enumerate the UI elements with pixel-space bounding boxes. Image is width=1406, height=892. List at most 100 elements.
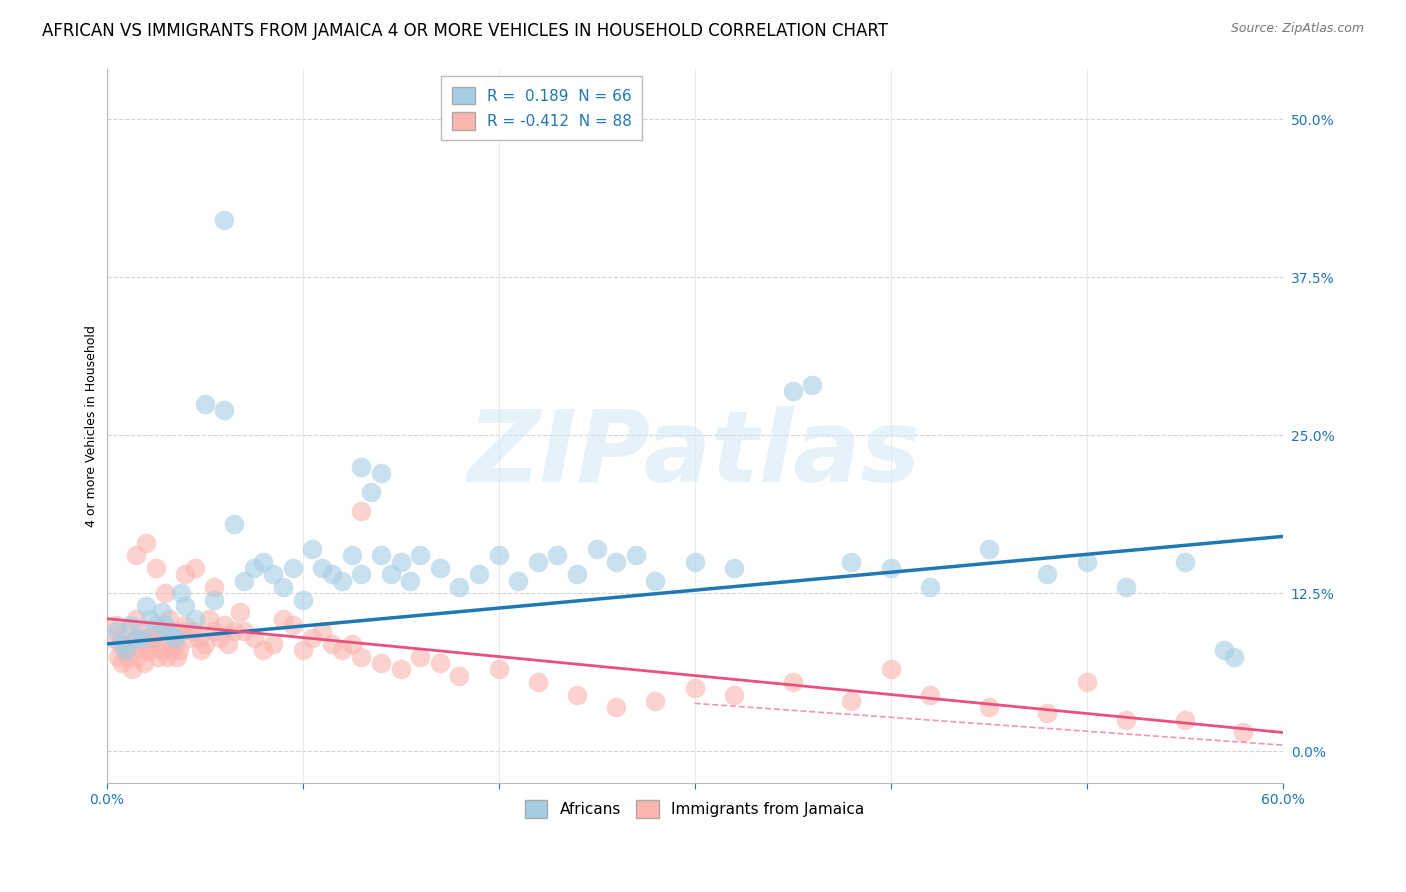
Point xyxy=(271,580,294,594)
Point xyxy=(1174,713,1197,727)
Point xyxy=(139,643,162,657)
Legend: Africans, Immigrants from Jamaica: Africans, Immigrants from Jamaica xyxy=(517,792,872,825)
Point xyxy=(125,612,148,626)
Point xyxy=(204,580,226,594)
Point xyxy=(141,631,163,645)
Point xyxy=(527,674,550,689)
Point xyxy=(121,662,143,676)
Point xyxy=(166,649,188,664)
Point xyxy=(1212,643,1234,657)
Point xyxy=(468,567,491,582)
Point xyxy=(209,631,232,645)
Point xyxy=(350,567,373,582)
Point xyxy=(1174,555,1197,569)
Point xyxy=(370,549,392,563)
Point xyxy=(107,649,129,664)
Point xyxy=(252,643,274,657)
Point xyxy=(157,612,180,626)
Point xyxy=(1115,713,1137,727)
Point xyxy=(644,574,666,588)
Point xyxy=(232,574,254,588)
Point xyxy=(340,637,363,651)
Point xyxy=(389,662,412,676)
Point xyxy=(321,567,343,582)
Text: AFRICAN VS IMMIGRANTS FROM JAMAICA 4 OR MORE VEHICLES IN HOUSEHOLD CORRELATION C: AFRICAN VS IMMIGRANTS FROM JAMAICA 4 OR … xyxy=(42,22,889,40)
Point xyxy=(360,485,382,500)
Point xyxy=(605,700,627,714)
Point xyxy=(330,643,353,657)
Point xyxy=(174,618,197,632)
Point xyxy=(127,649,149,664)
Point xyxy=(1076,674,1098,689)
Point xyxy=(1232,725,1254,739)
Point xyxy=(184,561,207,575)
Point xyxy=(311,624,333,639)
Point xyxy=(350,649,373,664)
Point xyxy=(271,612,294,626)
Point xyxy=(115,624,138,639)
Point xyxy=(409,649,432,664)
Point xyxy=(150,643,173,657)
Point xyxy=(229,605,252,619)
Point xyxy=(380,567,402,582)
Point xyxy=(125,549,148,563)
Point xyxy=(122,643,145,657)
Point xyxy=(190,643,212,657)
Point xyxy=(281,618,304,632)
Point xyxy=(301,631,323,645)
Point xyxy=(204,592,226,607)
Point xyxy=(565,688,588,702)
Point xyxy=(112,643,135,657)
Point xyxy=(135,535,157,549)
Point xyxy=(449,668,471,682)
Point xyxy=(111,656,134,670)
Point xyxy=(194,637,217,651)
Point xyxy=(429,561,451,575)
Point xyxy=(409,549,432,563)
Point xyxy=(135,599,157,613)
Point xyxy=(350,459,373,474)
Point xyxy=(242,631,264,645)
Point xyxy=(242,561,264,575)
Point xyxy=(977,700,1000,714)
Point xyxy=(136,643,159,657)
Point xyxy=(110,637,132,651)
Point xyxy=(723,561,745,575)
Point xyxy=(156,649,179,664)
Point xyxy=(291,643,314,657)
Point xyxy=(301,542,323,557)
Point xyxy=(212,213,235,227)
Point xyxy=(167,643,190,657)
Point xyxy=(527,555,550,569)
Point xyxy=(782,674,804,689)
Point xyxy=(879,561,901,575)
Point xyxy=(644,694,666,708)
Point xyxy=(879,662,901,676)
Point xyxy=(449,580,471,594)
Point xyxy=(370,466,392,480)
Point xyxy=(321,637,343,651)
Point xyxy=(139,612,162,626)
Point xyxy=(232,624,254,639)
Point xyxy=(111,637,134,651)
Point xyxy=(841,555,863,569)
Point xyxy=(146,649,169,664)
Point xyxy=(350,504,373,518)
Point xyxy=(1036,706,1059,721)
Point xyxy=(145,561,167,575)
Point xyxy=(262,567,284,582)
Point xyxy=(157,624,180,639)
Point xyxy=(131,637,153,651)
Point xyxy=(129,624,152,639)
Point xyxy=(565,567,588,582)
Point xyxy=(160,643,183,657)
Point xyxy=(546,549,568,563)
Point xyxy=(150,605,173,619)
Point xyxy=(585,542,607,557)
Point xyxy=(155,637,177,651)
Point xyxy=(801,377,824,392)
Point xyxy=(340,549,363,563)
Point xyxy=(281,561,304,575)
Point xyxy=(488,662,510,676)
Point xyxy=(918,688,941,702)
